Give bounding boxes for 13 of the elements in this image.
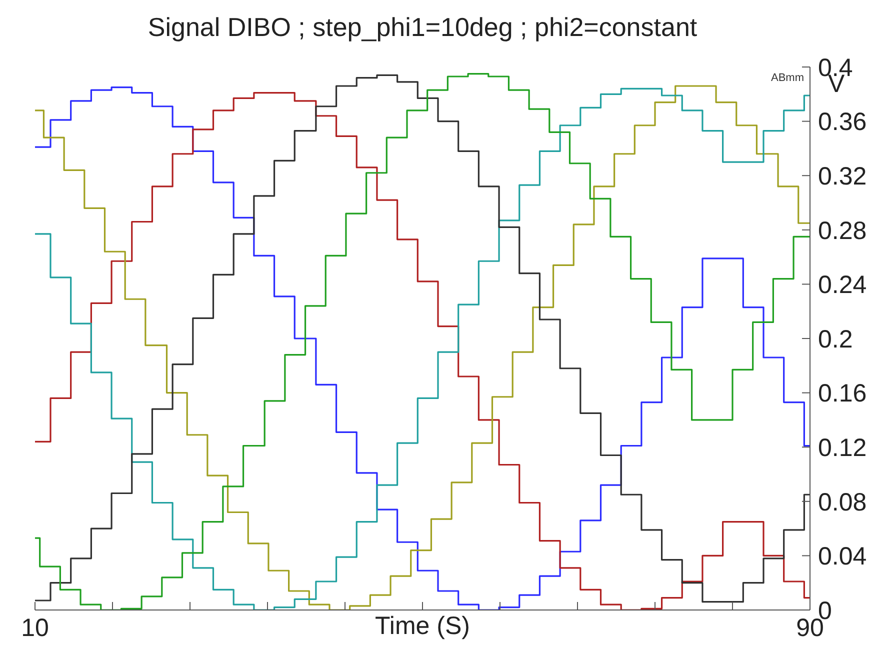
y-tick-label: 0.24 <box>818 271 867 300</box>
x-axis-title: Time (S) <box>375 612 470 640</box>
y-tick-label: 0.2 <box>818 325 853 354</box>
y-tick-label: 0.16 <box>818 380 867 408</box>
y-tick-label: 0.32 <box>818 162 867 190</box>
y-tick-label: 0.04 <box>818 542 867 571</box>
chart-title: Signal DIBO ; step_phi1=10deg ; phi2=constant <box>146 12 698 43</box>
x-tick-label: 10 <box>21 614 49 642</box>
y-tick-label: 0.08 <box>818 488 867 516</box>
y-tick-label: 0.28 <box>818 216 867 245</box>
y-tick-label: 0.36 <box>818 108 867 136</box>
y-tick-label: 0.12 <box>818 434 867 462</box>
annotation: ABmm <box>771 72 804 84</box>
